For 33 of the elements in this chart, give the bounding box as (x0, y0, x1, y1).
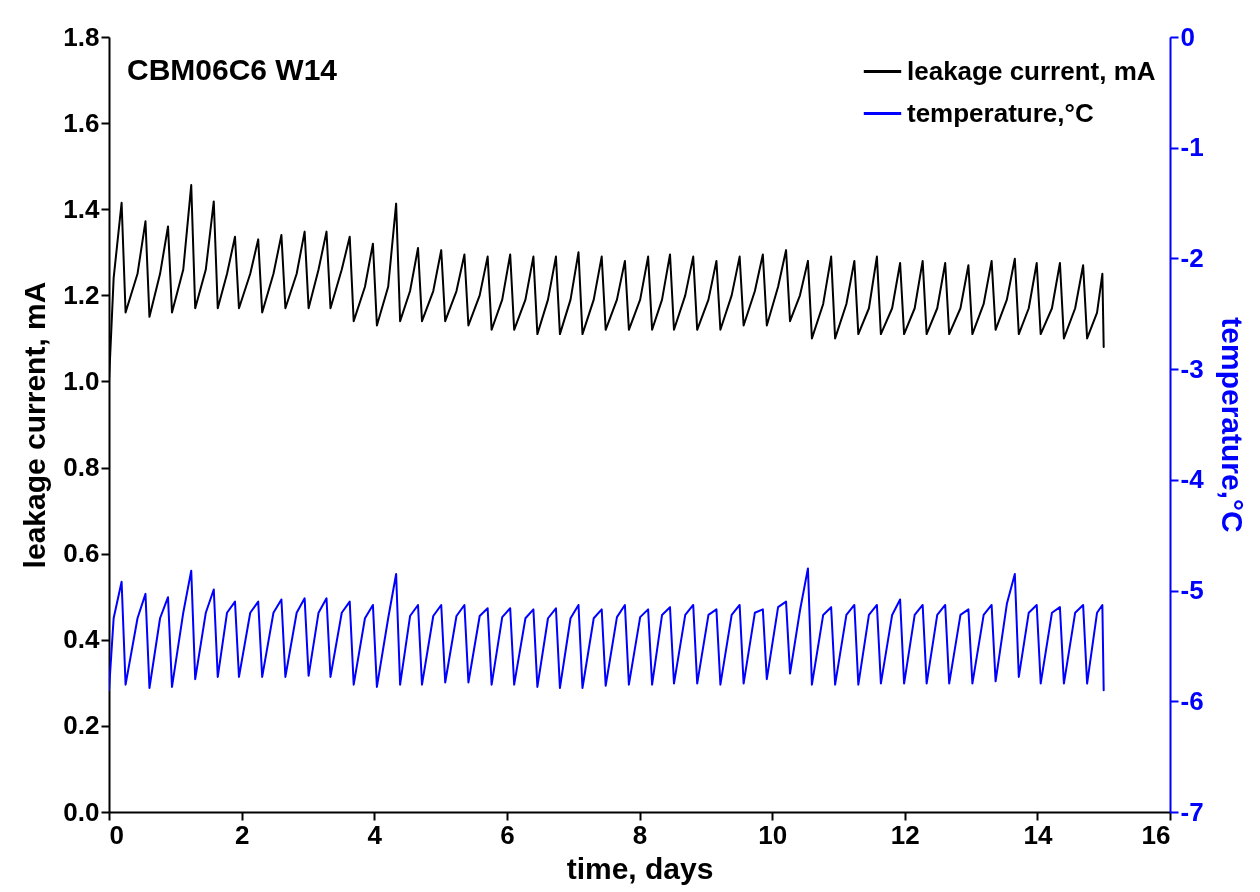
legend-label: temperature,°C (907, 97, 1094, 128)
y-tick-label: 1.0 (63, 365, 100, 396)
y-tick-label: 0.0 (63, 796, 100, 827)
y2-tick-label: -5 (1180, 575, 1204, 606)
x-tick-label: 2 (234, 819, 250, 850)
y2-tick-label: -4 (1180, 464, 1205, 495)
y-tick-label: 1.8 (63, 21, 100, 52)
x-tick-label: 6 (500, 819, 515, 850)
y2-tick-label: -2 (1180, 242, 1204, 273)
legend-label: leakage current, mA (907, 55, 1156, 86)
y2-tick-label: -6 (1180, 685, 1204, 716)
y-tick-label: 1.2 (63, 279, 100, 310)
y2-tick-label: -7 (1180, 796, 1204, 827)
x-tick-label: 14 (1023, 819, 1053, 850)
y-tick-label: 0.4 (63, 624, 101, 655)
y2-tick-label: -3 (1180, 353, 1204, 384)
x-tick-label: 10 (758, 819, 788, 850)
x-tick-label: 16 (1141, 819, 1171, 850)
x-tick-label: 12 (890, 819, 920, 850)
y2-axis-title: temperature,°C (1215, 317, 1249, 533)
y2-tick-label: -1 (1180, 132, 1204, 163)
x-tick-label: 8 (632, 819, 648, 850)
y-tick-label: 0.8 (63, 452, 100, 483)
y2-tick-label: 0 (1180, 21, 1195, 52)
text: CBM06C6 W14 (127, 53, 338, 86)
y-tick-label: 1.6 (63, 107, 100, 138)
y-tick-label: 0.2 (63, 710, 100, 741)
y-tick-label: 0.6 (63, 538, 100, 569)
x-axis-title: time, days (566, 851, 714, 885)
x-tick-label: 4 (367, 819, 383, 850)
y-axis-title: leakage current, mA (18, 281, 52, 569)
y-tick-label: 1.4 (63, 193, 101, 224)
x-tick-label: 0 (109, 819, 124, 850)
